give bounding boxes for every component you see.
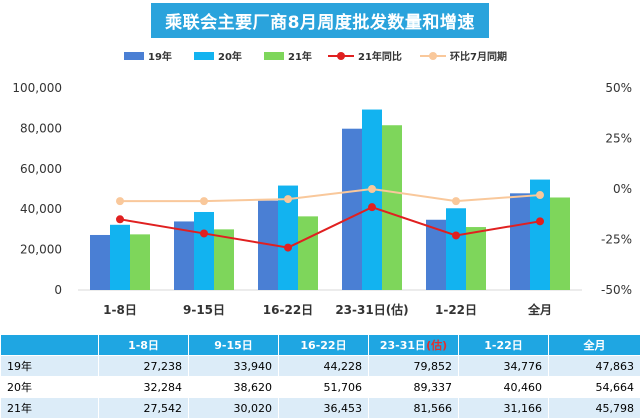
line-point: [284, 195, 292, 203]
line-point: [536, 191, 544, 199]
table-cell: 27,238: [99, 356, 189, 377]
data-table: 1-8日 9-15日 16-22日 23-31日(估) 1-22日 全月 19年…: [0, 334, 640, 419]
table-cell: 27,542: [99, 398, 189, 419]
line-point: [200, 197, 208, 205]
bar: [194, 212, 214, 290]
title-bar: 乘联会主要厂商8月周度批发数量和增速: [0, 0, 640, 40]
table-cell: 47,863: [549, 356, 640, 377]
table-header-cell: 1-8日: [99, 335, 189, 356]
table-cell: 40,460: [459, 377, 549, 398]
legend-swatch: [264, 52, 284, 60]
table-cell: 54,664: [549, 377, 640, 398]
y-tick-label: 80,000: [20, 121, 62, 135]
bar: [550, 197, 570, 290]
x-tick-label: 全月: [527, 302, 552, 317]
line-point: [452, 197, 460, 205]
table-cell: 38,620: [189, 377, 279, 398]
x-tick-label: 9-15日: [183, 303, 225, 317]
line-point: [368, 203, 376, 211]
x-tick-label: 16-22日: [263, 303, 313, 317]
chart-area: 0 20,000 40,000 60,000 80,000 100,000 -50% -25%…: [0, 40, 640, 332]
table-cell: 34,776: [459, 356, 549, 377]
table-cell: 30,020: [189, 398, 279, 419]
table-row: 21年 27,542 30,020 36,453 81,566 31,166 4…: [1, 398, 640, 419]
y2-tick-label: 50%: [605, 81, 632, 95]
y2-tick-label: 0%: [613, 182, 632, 196]
y-tick-label: 40,000: [20, 202, 62, 216]
row-label: 20年: [1, 377, 99, 398]
table-header-row: 1-8日 9-15日 16-22日 23-31日(估) 1-22日 全月: [1, 335, 640, 356]
line-point: [200, 229, 208, 237]
row-label: 21年: [1, 398, 99, 419]
bar: [298, 216, 318, 290]
table-cell: 33,940: [189, 356, 279, 377]
y-tick-label: 0: [54, 283, 62, 297]
line-point: [284, 244, 292, 252]
bar: [446, 208, 466, 290]
bar: [510, 193, 530, 290]
chart-title: 乘联会主要厂商8月周度批发数量和增速: [151, 3, 489, 38]
table-row: 20年 32,284 38,620 51,706 89,337 40,460 5…: [1, 377, 640, 398]
table-row: 19年 27,238 33,940 44,228 79,852 34,776 4…: [1, 356, 640, 377]
line-point: [536, 217, 544, 225]
estimate-marker: (估): [426, 339, 447, 352]
line-point: [452, 231, 460, 239]
bar: [466, 227, 486, 290]
y-tick-label: 100,000: [12, 81, 62, 95]
bar: [342, 129, 362, 290]
table-header-cell: 全月: [549, 335, 640, 356]
y2-tick-label: -25%: [601, 233, 632, 247]
legend-label: 21年同比: [358, 50, 402, 63]
x-tick-label: 1-22日: [435, 303, 477, 317]
table-header-cell: 16-22日: [279, 335, 369, 356]
line-point: [116, 215, 124, 223]
table-header-cell: 9-15日: [189, 335, 279, 356]
y-tick-label: 60,000: [20, 162, 62, 176]
table-cell: 81,566: [369, 398, 459, 419]
table-header-cell: 1-22日: [459, 335, 549, 356]
legend-label: 21年: [288, 50, 312, 63]
table-cell: 79,852: [369, 356, 459, 377]
x-tick-label: 23-31日(估): [335, 302, 408, 317]
table-header-corner: [1, 335, 99, 356]
y2-tick-label: 25%: [605, 132, 632, 146]
legend-label: 19年: [148, 50, 172, 63]
bar: [130, 234, 150, 290]
table-cell: 45,798: [549, 398, 640, 419]
y2-tick-label: -50%: [601, 283, 632, 297]
bar: [90, 235, 110, 290]
legend-swatch: [124, 52, 144, 60]
bar: [110, 225, 130, 290]
table-header-text: 23-31日: [380, 339, 426, 352]
legend-marker: [337, 52, 345, 60]
legend-label: 20年: [218, 50, 242, 63]
legend-label: 环比7月同期: [450, 50, 507, 63]
table-cell: 44,228: [279, 356, 369, 377]
table-cell: 51,706: [279, 377, 369, 398]
legend-marker: [429, 52, 437, 60]
y-tick-label: 20,000: [20, 243, 62, 257]
line-point: [368, 185, 376, 193]
bar: [382, 125, 402, 290]
x-tick-label: 1-8日: [103, 303, 137, 317]
table-cell: 31,166: [459, 398, 549, 419]
line-point: [116, 197, 124, 205]
table-cell: 36,453: [279, 398, 369, 419]
table-header-cell: 23-31日(估): [369, 335, 459, 356]
series-line: [120, 189, 540, 201]
row-label: 19年: [1, 356, 99, 377]
legend-swatch: [194, 52, 214, 60]
bar: [362, 110, 382, 290]
table-cell: 89,337: [369, 377, 459, 398]
table-cell: 32,284: [99, 377, 189, 398]
